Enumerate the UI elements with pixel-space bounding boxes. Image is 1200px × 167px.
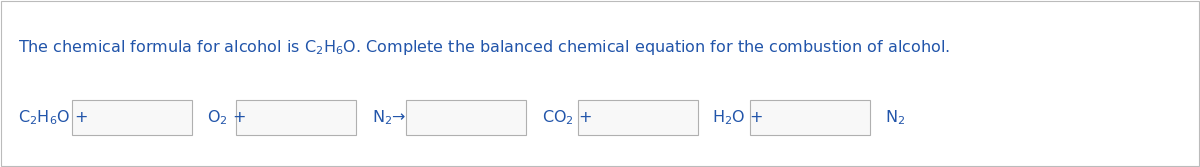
Text: H$_2$O +: H$_2$O + xyxy=(712,108,763,127)
Text: N$_2$: N$_2$ xyxy=(886,108,905,127)
FancyBboxPatch shape xyxy=(750,100,870,135)
FancyBboxPatch shape xyxy=(72,100,192,135)
Text: The chemical formula for alcohol is C$_2$H$_6$O. Complete the balanced chemical : The chemical formula for alcohol is C$_2… xyxy=(18,38,950,57)
FancyBboxPatch shape xyxy=(406,100,526,135)
Text: C$_2$H$_6$O +: C$_2$H$_6$O + xyxy=(18,108,88,127)
FancyBboxPatch shape xyxy=(578,100,698,135)
Text: O$_2$ +: O$_2$ + xyxy=(208,108,246,127)
Text: N$_2$→: N$_2$→ xyxy=(372,108,407,127)
Text: CO$_2$ +: CO$_2$ + xyxy=(542,108,593,127)
FancyBboxPatch shape xyxy=(236,100,356,135)
